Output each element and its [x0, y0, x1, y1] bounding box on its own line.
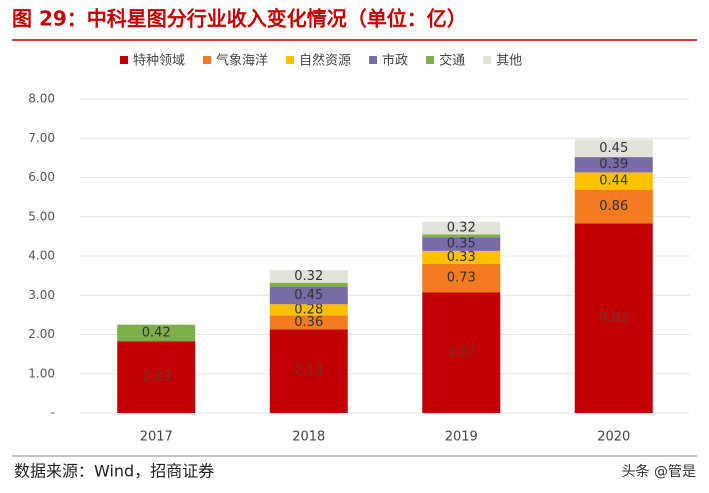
data-label: 2.13: [294, 364, 323, 379]
bar-segment: [422, 250, 501, 264]
bar-segment: [422, 237, 501, 251]
bar-segment: [422, 221, 501, 235]
data-label: 0.32: [294, 269, 323, 284]
chart-title: 图 29：中科星图分行业收入变化情况（单位：亿）: [12, 7, 467, 31]
source-note: 数据来源：Wind，招商证券: [14, 462, 214, 481]
y-tick-label: -: [51, 406, 55, 420]
data-label: 0.35: [447, 237, 476, 252]
legend-label: 其他: [496, 54, 522, 69]
bar-segment: [574, 223, 653, 413]
data-label: 4.83: [599, 311, 628, 326]
x-tick-label: 2019: [445, 430, 478, 445]
data-label: 0.33: [447, 250, 476, 265]
data-label: 0.36: [294, 315, 323, 330]
bar-segment: [269, 282, 348, 287]
bar-segment: [269, 286, 348, 305]
data-label: 0.73: [447, 271, 476, 286]
data-label: 0.44: [599, 174, 628, 189]
legend-swatch: [483, 56, 492, 64]
y-tick-label: 3.00: [28, 288, 55, 302]
bar-segment: [269, 304, 348, 316]
bar-segment: [422, 263, 501, 293]
bar-segment: [574, 157, 653, 173]
x-tick-label: 2017: [140, 430, 173, 445]
bar-segment: [574, 139, 653, 158]
bar-segment: [269, 329, 348, 413]
y-tick-label: 1.00: [28, 366, 55, 380]
data-label: 0.86: [599, 199, 628, 214]
data-label: 0.28: [294, 302, 323, 317]
data-label: 3.07: [447, 345, 476, 360]
y-tick-label: 4.00: [28, 249, 55, 263]
y-tick-label: 7.00: [28, 131, 55, 145]
bar-segment: [422, 292, 501, 413]
bar-segment: [269, 315, 348, 330]
legend-swatch: [120, 56, 128, 64]
legend-swatch: [286, 56, 295, 64]
bar-segment: [117, 341, 196, 413]
bar-segment: [269, 270, 348, 283]
data-label: 1.83: [142, 370, 171, 385]
data-label: 0.45: [294, 288, 323, 303]
y-tick-label: 2.00: [28, 327, 55, 341]
y-tick-label: 8.00: [28, 92, 55, 106]
x-tick-label: 2020: [597, 430, 630, 445]
data-label: 0.45: [599, 141, 628, 156]
legend-swatch: [203, 56, 212, 64]
legend-label: 交通: [439, 53, 465, 69]
legend-label: 自然资源: [299, 53, 351, 69]
y-tick-label: 6.00: [28, 170, 55, 184]
y-tick-label: 5.00: [28, 209, 55, 223]
bar-segment: [117, 324, 196, 342]
legend-swatch: [426, 56, 435, 64]
legend-swatch: [369, 56, 378, 64]
bar-segment: [574, 172, 653, 190]
data-label: 0.42: [142, 325, 171, 340]
data-label: 0.39: [599, 157, 628, 172]
legend-label: 特种领域: [133, 54, 185, 69]
x-tick-label: 2018: [292, 430, 325, 445]
data-label: 0.32: [447, 221, 476, 236]
watermark: 头条 @管是: [622, 463, 696, 480]
bar-segment: [574, 189, 653, 224]
bar-segment: [422, 234, 501, 238]
legend-label: 气象海洋: [216, 53, 268, 69]
legend-label: 市政: [382, 53, 408, 69]
